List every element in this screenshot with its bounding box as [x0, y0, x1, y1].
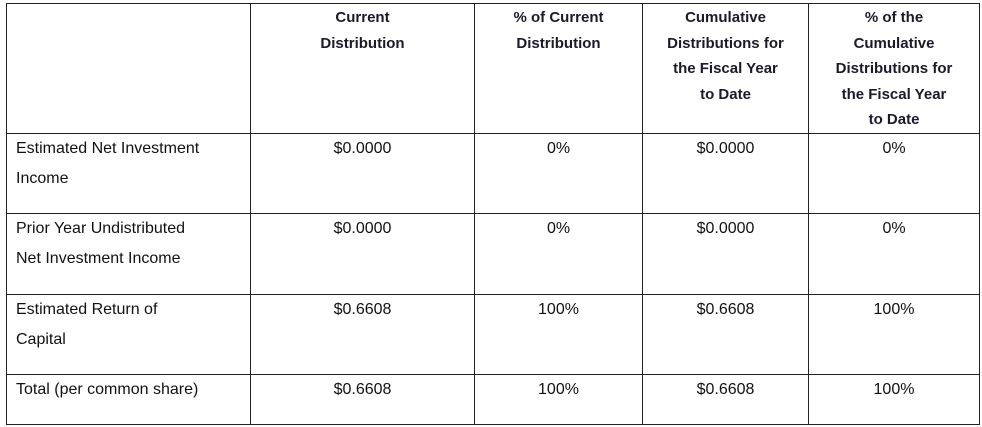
- value-cell: 0%: [808, 212, 980, 295]
- header-text: Cumulative: [685, 9, 766, 26]
- distribution-table: Current Distribution % of Current Distribut…: [6, 3, 980, 425]
- value-cell: $0.6608: [642, 293, 809, 375]
- row-label: Estimated Return of: [16, 300, 158, 318]
- header-text: to Date: [700, 85, 751, 103]
- row-label-cell: Prior Year Undistributed Net Investment I…: [6, 212, 251, 295]
- row-label: Prior Year Undistributed: [16, 219, 185, 237]
- value-cell: $0.0000: [642, 212, 809, 295]
- value-cell: 0%: [474, 132, 643, 214]
- value-cell: 100%: [474, 293, 643, 375]
- header-text: the Fiscal Year: [841, 85, 947, 103]
- value-cell: $0.6608: [642, 373, 809, 425]
- table-row: Total (per common share) $0.6608 100% $0.66…: [6, 373, 980, 425]
- row-label: Income: [16, 169, 69, 187]
- header-cell: Cumulative Distributions for the Fiscal Ye…: [642, 3, 809, 134]
- value-cell: $0.0000: [250, 132, 475, 214]
- header-text: Distribution: [516, 34, 601, 52]
- header-row: Current Distribution % of Current Distribut…: [6, 3, 980, 134]
- header-text: Distributions for: [835, 60, 953, 77]
- table-row: Estimated Net Investment Income $0.0000 0% $…: [6, 132, 980, 214]
- value-cell: 100%: [808, 373, 980, 425]
- value-cell: 0%: [474, 212, 643, 295]
- value-cell: $0.6608: [250, 293, 475, 375]
- header-text: Distribution: [320, 34, 405, 52]
- header-text: to Date: [868, 111, 920, 128]
- value-cell: $0.0000: [642, 132, 809, 214]
- header-cell: % of Current Distribution: [474, 3, 643, 134]
- table-row: Prior Year Undistributed Net Investment I…: [6, 212, 980, 295]
- header-cell: Current Distribution: [250, 3, 475, 134]
- header-text: the Fiscal Year: [673, 60, 778, 77]
- value-cell: 0%: [808, 132, 980, 214]
- header-text: % of Current: [513, 9, 604, 26]
- table-row: Estimated Return of Capital $0.6608 100% $0.…: [6, 293, 980, 375]
- header-text: Current: [335, 9, 390, 26]
- row-label: Total (per common share): [16, 380, 199, 398]
- row-label: Capital: [16, 330, 66, 348]
- header-text: Cumulative: [853, 34, 935, 52]
- value-cell: $0.6608: [250, 373, 475, 425]
- row-label: Estimated Net Investment: [16, 139, 200, 157]
- header-text: % of the: [864, 9, 924, 26]
- row-label-cell: Estimated Return of Capital: [6, 293, 251, 375]
- value-cell: 100%: [808, 293, 980, 375]
- row-label-cell: Total (per common share): [6, 373, 251, 425]
- header-cell: % of the Cumulative Distributions for the F…: [808, 3, 980, 134]
- row-label: Net Investment Income: [16, 249, 181, 267]
- value-cell: $0.0000: [250, 212, 475, 295]
- header-cell: [6, 3, 251, 134]
- value-cell: 100%: [474, 373, 643, 425]
- header-text: Distributions for: [667, 34, 784, 52]
- row-label-cell: Estimated Net Investment Income: [6, 132, 251, 214]
